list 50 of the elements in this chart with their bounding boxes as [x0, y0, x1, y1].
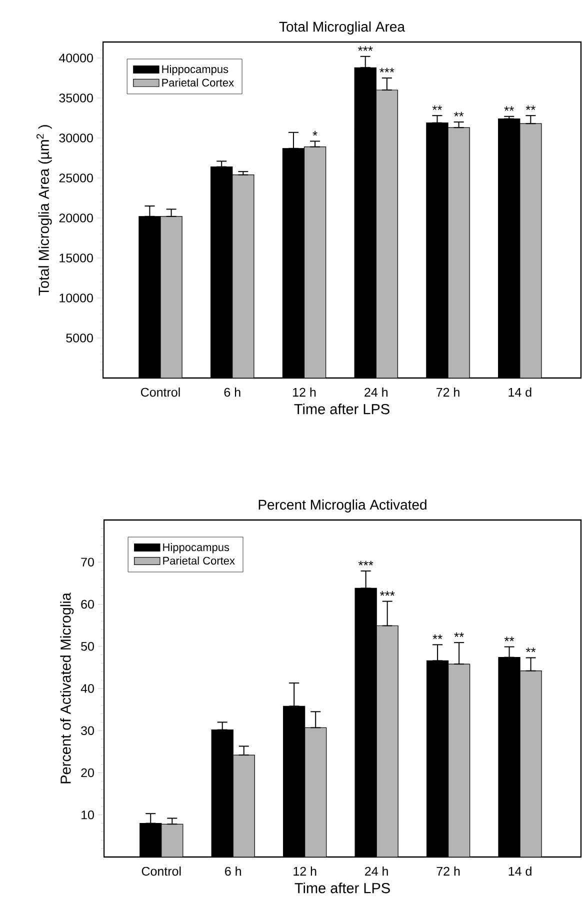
y-tick-label: 20	[81, 768, 94, 778]
x-tick-label: Control	[142, 866, 181, 876]
y-tick-label: 50	[81, 642, 94, 651]
data-label: ***	[358, 560, 374, 566]
data-label: ***	[380, 591, 395, 596]
legend-label: Parietal Cortex	[162, 78, 234, 87]
y-tick-label: 25000	[60, 174, 94, 182]
data-label: *	[312, 131, 318, 136]
x-tick-label: Control	[141, 388, 180, 397]
data-label: **	[504, 106, 514, 111]
data-label: **	[504, 636, 514, 642]
legend-label: Hippocampus	[163, 543, 230, 554]
data-label: **	[454, 112, 464, 116]
x-tick-label: 6 h	[224, 388, 240, 397]
y-tick-label: 30000	[59, 134, 94, 142]
y-tick-label: 10	[82, 810, 94, 820]
data-label: ***	[358, 46, 373, 51]
y-tick-label: 60	[81, 600, 94, 609]
y-tick-label: 20000	[60, 214, 94, 222]
y-tick-label: 40000	[59, 54, 94, 62]
data-label: **	[526, 105, 536, 110]
data-label: ***	[380, 68, 395, 72]
x-tick-label: 6 h	[225, 866, 242, 876]
x-tick-label: 72 h	[436, 866, 460, 876]
data-label: **	[432, 634, 443, 640]
y-tick-label: 10000	[60, 294, 94, 302]
x-tick-label: 12 h	[294, 866, 316, 876]
y-tick-label: 35000	[59, 94, 94, 102]
x-tick-label: 72 h	[436, 388, 460, 397]
x-tick-label: 24 h	[365, 866, 388, 876]
x-tick-label: 24 h	[364, 388, 388, 397]
y-axis-title: Total Microglia Area (µm$^{2}$ )	[36, 125, 52, 296]
y-tick-label: 40	[81, 684, 94, 693]
chart-title: Percent Microglia Activated	[259, 499, 427, 512]
data-label: **	[526, 648, 536, 652]
data-label: **	[432, 105, 442, 110]
y-tick-label: 15000	[60, 254, 94, 262]
y-tick-label: 70	[81, 558, 94, 567]
x-tick-label: 14 d	[508, 388, 532, 397]
y-axis-title: Percent of Activated Microglia	[60, 592, 74, 784]
x-tick-label: 14 d	[509, 866, 532, 876]
data-label: **	[454, 632, 464, 638]
x-tick-label: 12 h	[293, 388, 316, 397]
y-tick-label: 5000	[66, 334, 94, 342]
y-tick-label: 30	[81, 726, 94, 736]
x-axis-title: Time after LPS	[294, 882, 390, 894]
chart-title: Total Microglial Area	[279, 21, 406, 34]
legend-label: Parietal Cortex	[163, 556, 236, 565]
x-axis-title: Time after LPS	[294, 404, 390, 414]
legend-label: Hippocampus	[162, 65, 228, 76]
